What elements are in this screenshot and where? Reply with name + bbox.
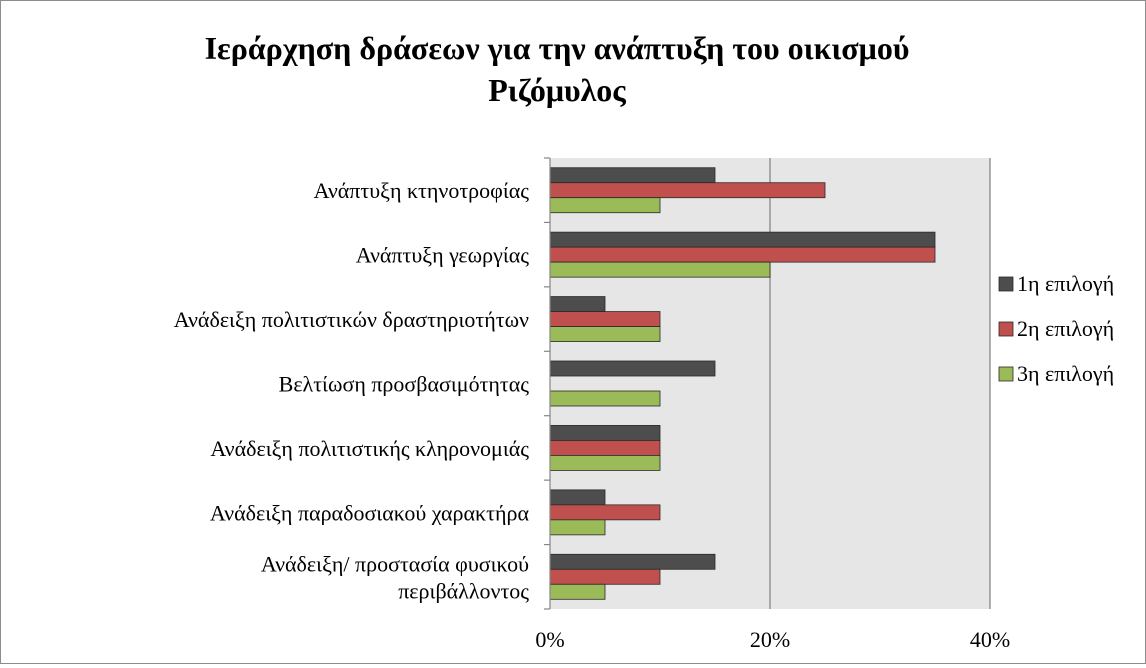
legend-swatch <box>998 321 1014 337</box>
category-label: Ανάπτυξη κτηνοτροφίας <box>314 178 530 203</box>
axes <box>544 157 551 610</box>
legend[interactable]: 1η επιλογή 2η επιλογή 3η επιλογή <box>998 271 1114 386</box>
bar <box>549 455 661 471</box>
legend-label: 3η επιλογή <box>1017 361 1114 386</box>
chart-title-line: Ιεράρχηση δράσεων για την ανάπτυξη του ο… <box>205 30 910 66</box>
bar <box>549 360 716 377</box>
legend-label: 2η επιλογή <box>1017 316 1114 341</box>
x-tick-label: 0% <box>535 627 564 652</box>
bar <box>549 568 661 585</box>
x-tick-labels: 0% 20% 40% <box>535 627 1010 652</box>
bar <box>549 296 606 312</box>
bar <box>549 489 606 506</box>
bar <box>549 425 661 441</box>
chart-title: Ιεράρχηση δράσεων για την ανάπτυξη του ο… <box>205 30 910 108</box>
x-tick-label: 40% <box>970 627 1010 652</box>
legend-swatch <box>998 366 1014 382</box>
bar <box>549 197 661 214</box>
category-label: Ανάδειξη πολιτιστικής κληρονομιάς <box>210 436 529 461</box>
bar <box>549 553 716 570</box>
bar <box>549 390 661 407</box>
bar <box>549 326 661 342</box>
bar <box>549 261 771 278</box>
bar <box>549 504 661 521</box>
category-label: Ανάδειξη πολιτιστικών δραστηριοτήτων <box>174 307 529 332</box>
legend-label: 1η επιλογή <box>1017 271 1114 296</box>
category-label: Βελτίωση προσβασιμότητας <box>279 372 530 397</box>
bar <box>549 231 936 248</box>
category-label: Ανάδειξη παραδοσιακού χαρακτήρα <box>210 500 530 525</box>
category-label: Ανάπτυξη γεωργίας <box>356 243 530 268</box>
chart-title-line: Ριζόμυλος <box>488 72 626 108</box>
x-tick-label: 20% <box>750 627 790 652</box>
bar <box>549 246 936 263</box>
category-label: Ανάδειξη/ προστασία φυσικού <box>261 551 529 576</box>
category-labels: Ανάπτυξη κτηνοτροφίας Ανάπτυξη γεωργίας Αν… <box>174 178 530 603</box>
bar <box>549 440 661 456</box>
bar <box>549 519 606 536</box>
bar <box>549 311 661 327</box>
bar <box>549 182 826 199</box>
category-label: περιβάλλοντος <box>398 578 529 603</box>
bar <box>549 583 606 600</box>
bar <box>549 167 716 184</box>
legend-swatch <box>998 276 1014 292</box>
bars <box>549 167 936 600</box>
